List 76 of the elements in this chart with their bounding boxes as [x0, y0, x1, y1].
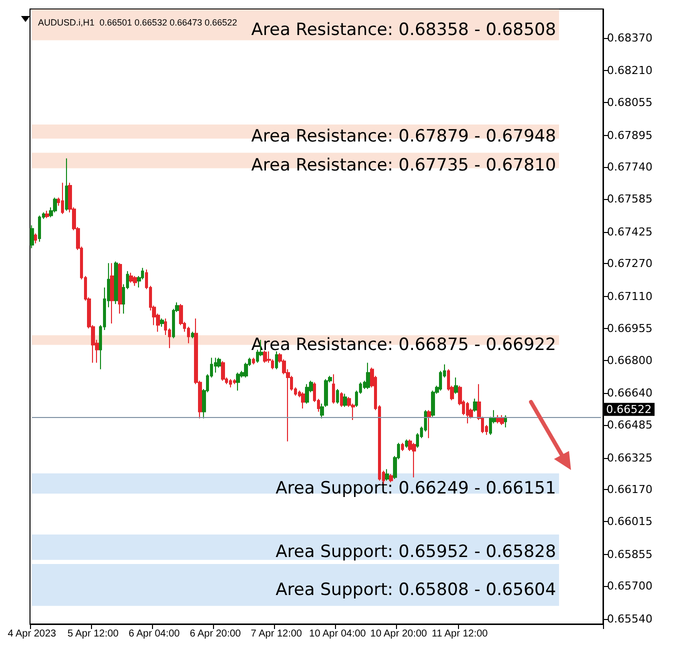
candlestick	[65, 158, 68, 212]
candlestick	[45, 210, 49, 219]
candlestick	[187, 326, 190, 344]
y-tick-label: 0.66800	[607, 354, 652, 367]
candlestick	[160, 318, 164, 328]
candlestick	[343, 393, 347, 408]
candlestick	[340, 392, 343, 408]
candlestick	[233, 378, 236, 385]
x-tick-label: 10 Apr 20:00	[370, 628, 428, 640]
candlestick	[133, 276, 137, 286]
candlestick	[34, 233, 37, 244]
y-tick-label: 0.66485	[607, 418, 652, 432]
y-tick-label: 0.65855	[607, 548, 652, 561]
candlestick	[473, 398, 477, 412]
y-tick-label: 0.67740	[607, 160, 652, 174]
band-label: Area Support: 0.65952 - 0.65828	[276, 542, 556, 562]
candlestick	[30, 224, 34, 249]
band-label: Area Support: 0.65808 - 0.65604	[276, 580, 556, 600]
band-label: Area Resistance: 0.67879 - 0.67948	[251, 126, 556, 147]
candlestick	[412, 442, 416, 478]
candlestick	[252, 357, 255, 365]
y-tick-label: 0.67895	[607, 128, 652, 142]
candlestick	[466, 401, 469, 424]
candlestick	[496, 414, 500, 424]
x-tick-label: 10 Apr 04:00	[309, 628, 366, 640]
text: AUDUSD.i,H1 0.66501 0.66532 0.66473 0.66522	[38, 18, 238, 28]
candlestick	[118, 262, 122, 314]
candlestick	[129, 272, 133, 284]
y-tick-label: 0.67110	[607, 290, 652, 304]
x-tick-label: 7 Apr 12:00	[250, 628, 302, 640]
candlestick	[427, 410, 431, 439]
y-tick-label: 0.67425	[607, 225, 652, 238]
candlestick	[114, 260, 118, 304]
y-tick-label: 0.68055	[607, 96, 652, 109]
candlestick	[221, 360, 225, 382]
candlestick	[236, 372, 240, 392]
ref-line-label: 0.66522	[606, 402, 652, 416]
band-label: Area Resistance: 0.67735 - 0.67810	[251, 155, 556, 176]
candlestick	[244, 362, 248, 378]
y-tick-label: 0.65540	[607, 612, 652, 626]
candlestick	[336, 388, 339, 404]
candlestick	[454, 377, 458, 394]
y-tick-label: 0.65700	[607, 580, 652, 593]
candlestick	[217, 357, 221, 368]
band-label: Area Support: 0.66249 - 0.66151	[276, 478, 556, 498]
candlestick	[275, 350, 278, 370]
y-tick-label: 0.66015	[607, 515, 652, 528]
candlestick	[405, 439, 408, 448]
x-tick-label: 5 Apr 12:00	[67, 628, 120, 640]
candlestick	[504, 414, 507, 428]
candlestick	[401, 442, 404, 452]
y-tick-label: 0.66170	[607, 483, 652, 496]
candlestick	[305, 384, 309, 404]
candlestick	[38, 215, 41, 242]
candlestick	[500, 414, 504, 426]
y-tick-label: 0.67585	[607, 192, 652, 206]
candlestick	[385, 468, 389, 482]
candlestick	[191, 331, 194, 339]
candlestick	[110, 262, 114, 324]
candlestick	[301, 392, 305, 410]
y-tick-label: 0.68210	[607, 64, 652, 78]
candlestick	[366, 362, 370, 390]
y-tick-label: 0.66325	[607, 451, 652, 464]
x-tick-label: 6 Apr 20:00	[190, 628, 242, 640]
y-tick-label: 0.67270	[607, 257, 652, 270]
candlestick	[214, 357, 217, 374]
candlestick	[332, 374, 335, 404]
candlestick	[61, 182, 64, 214]
band-label: Area Resistance: 0.68358 - 0.68508	[251, 20, 556, 40]
y-tick-label: 0.66955	[607, 322, 652, 335]
y-tick-label: 0.68370	[607, 31, 652, 44]
x-tick-label: 6 Apr 04:00	[128, 628, 180, 640]
x-tick-label: 11 Apr 12:00	[432, 628, 488, 640]
candlestick	[229, 378, 232, 388]
x-tick-label: 4 Apr 2023	[8, 628, 57, 640]
y-tick-label: 0.66640	[607, 386, 652, 400]
